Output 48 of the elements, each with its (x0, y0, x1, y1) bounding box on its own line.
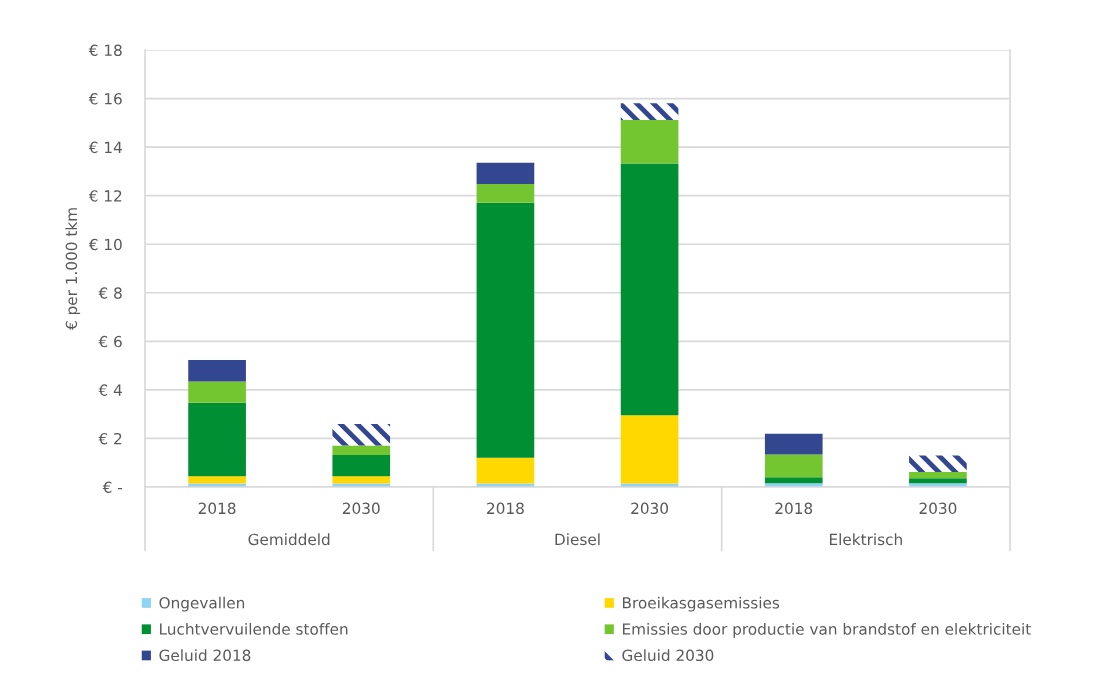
legend-label: Ongevallen (159, 596, 245, 612)
bar (188, 402, 246, 477)
x-tick-label: 2030 (342, 502, 380, 515)
bar (188, 360, 246, 382)
y-tick-label: € 6 (98, 335, 122, 348)
legend-label: Luchtvervuilende stoffen (160, 622, 348, 635)
y-tick-label: € 10 (88, 238, 122, 251)
bar (476, 457, 535, 484)
y-tick-label: € - (102, 481, 123, 494)
x-tick-label: 2018 (487, 502, 524, 515)
text: Elektrisch (829, 533, 902, 546)
bar (476, 162, 535, 185)
legend-label: Broeikasgasemissies (623, 596, 780, 612)
bar (909, 455, 967, 472)
y-tick-label: € 8 (98, 287, 122, 299)
y-tick-label: € 18 (88, 44, 122, 57)
y-tick-label: € 2 (98, 432, 122, 445)
bar (620, 415, 679, 484)
y-tick-label: € 16 (88, 93, 122, 105)
bar (620, 163, 679, 416)
bar (620, 119, 679, 164)
legend-label: Emissies door productie van brandstof en elektriciteit (623, 622, 1031, 638)
x-tick-label: 2030 (631, 502, 669, 515)
bar (332, 476, 391, 484)
y-tick-label: € 4 (98, 384, 122, 396)
bar (620, 103, 679, 120)
x-tick-label: 2018 (775, 502, 813, 515)
bar (188, 476, 246, 484)
bar (764, 433, 823, 455)
bar (476, 184, 535, 203)
bar (764, 477, 823, 484)
bar (764, 454, 823, 478)
bar (332, 424, 391, 446)
text: Gemiddeld (248, 533, 330, 546)
x-tick-label: 2030 (919, 502, 957, 515)
bar (332, 454, 391, 477)
bar (909, 478, 967, 484)
bar (476, 202, 535, 458)
y-tick-label: € 12 (88, 190, 122, 202)
y-axis-title: € per 1.000 tkm (65, 208, 81, 331)
text: Diesel (555, 533, 600, 546)
legend-label: Geluid 2018 (159, 649, 251, 662)
x-tick-label: 2018 (198, 502, 236, 515)
y-tick-label: € 14 (88, 141, 122, 154)
bar (909, 471, 967, 479)
legend-label: Geluid 2030 (622, 649, 714, 662)
bar (332, 445, 391, 455)
bar (188, 381, 246, 403)
